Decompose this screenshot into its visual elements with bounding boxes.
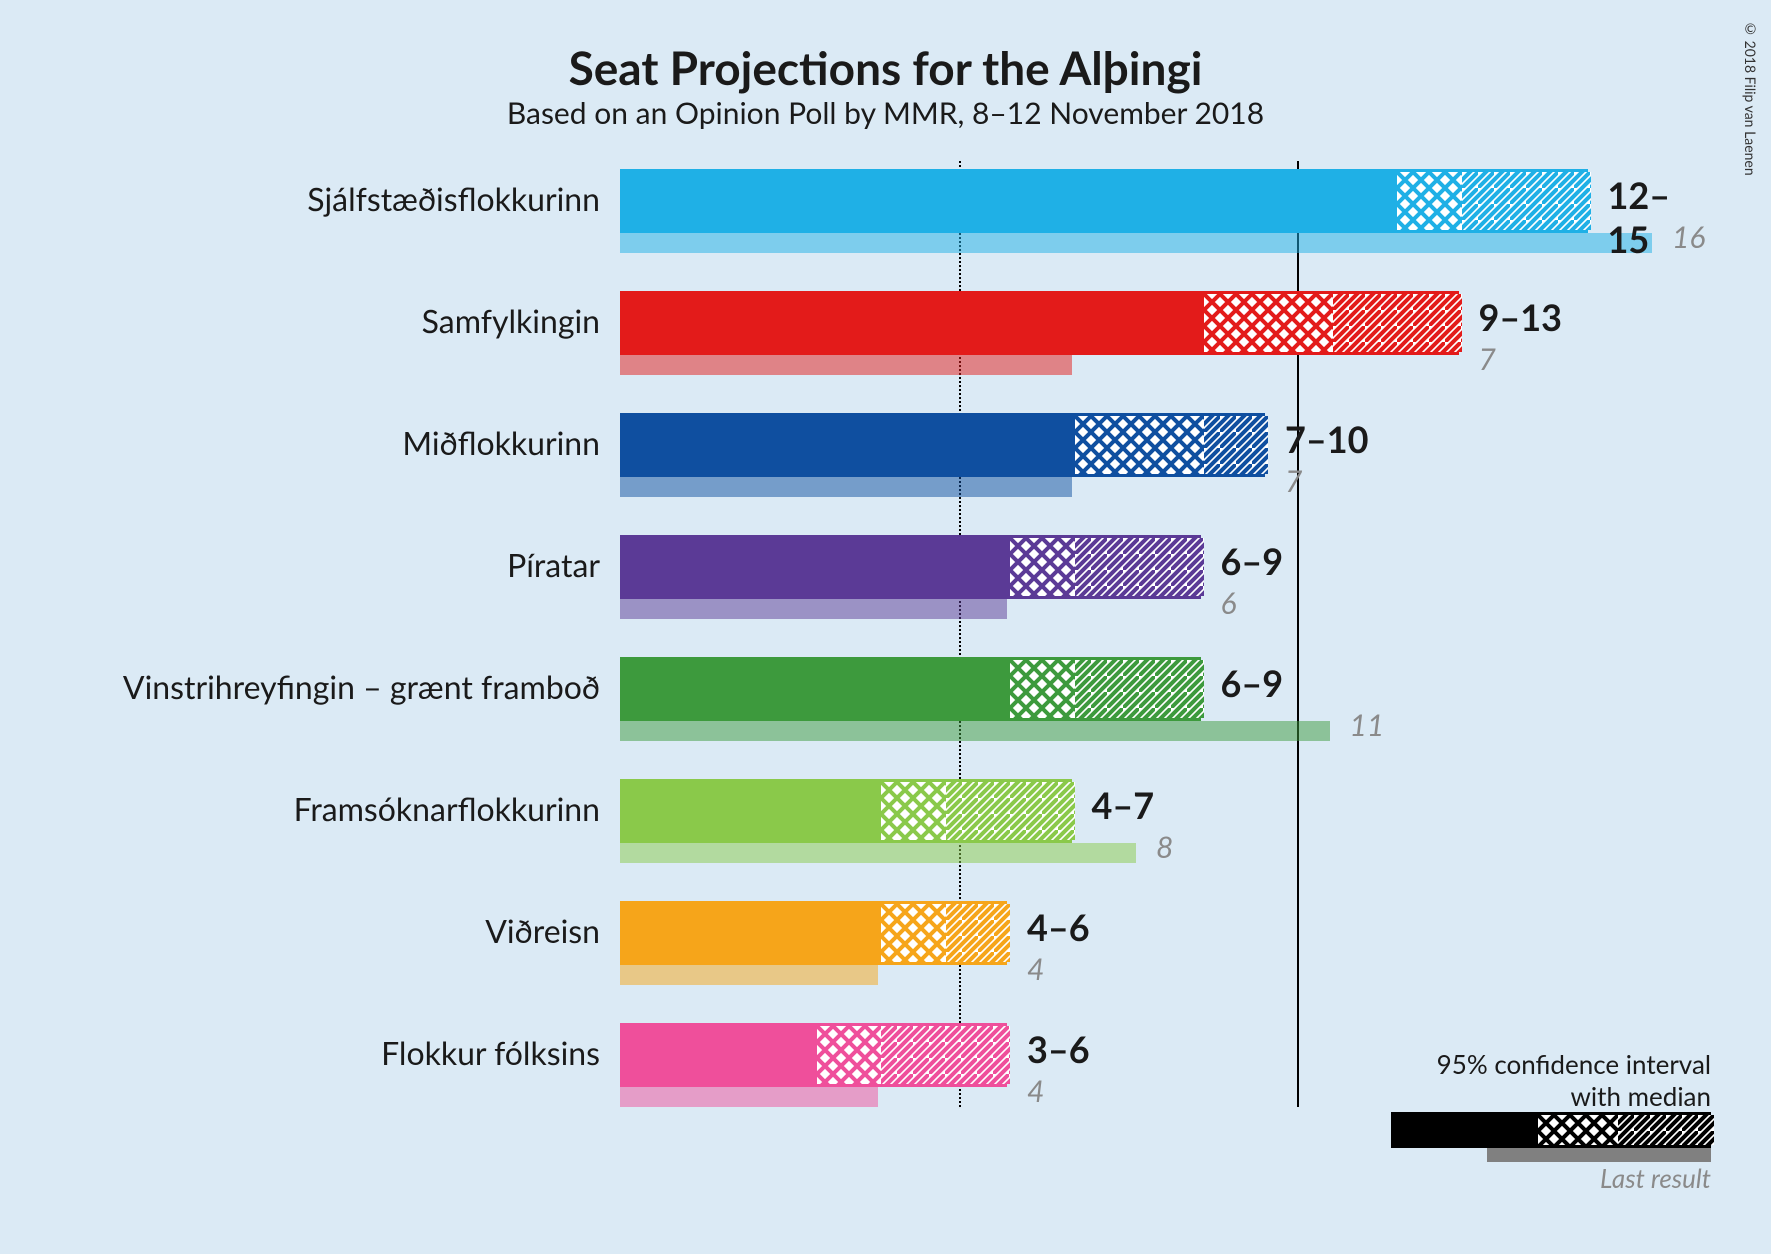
- party-row: Framsóknarflokkurinn 4–78: [60, 771, 1711, 893]
- bar-diagonal: [1204, 416, 1269, 474]
- bar-diagonal: [1333, 294, 1462, 352]
- projection-bar: [620, 779, 1072, 843]
- chart-title: Seat Projections for the Alþingi: [60, 40, 1711, 95]
- last-result-label: 4: [1027, 951, 1044, 987]
- credit-text: © 2018 Filip van Laenen: [1742, 20, 1759, 176]
- party-row: Miðflokkurinn 7–107: [60, 405, 1711, 527]
- projection-bar: [620, 291, 1459, 355]
- bar-crosshatch: [1397, 172, 1462, 230]
- party-label: Viðreisn: [60, 911, 600, 950]
- projection-bar: [620, 657, 1201, 721]
- last-result-bar: [620, 965, 878, 985]
- party-row: Viðreisn 4–64: [60, 893, 1711, 1015]
- party-row: Sjálfstæðisflokkurinn12–1516: [60, 161, 1711, 283]
- party-label: Píratar: [60, 545, 600, 584]
- legend-last-label: Last result: [1391, 1162, 1711, 1194]
- party-label: Sjálfstæðisflokkurinn: [60, 179, 600, 218]
- party-label: Samfylkingin: [60, 301, 600, 340]
- bar-solid: [623, 538, 1010, 596]
- party-row: Píratar 6–96: [60, 527, 1711, 649]
- bar-solid: [623, 416, 1075, 474]
- legend-title-2: with median: [1391, 1080, 1711, 1112]
- party-row: Vinstrihreyfingin – grænt framboð 6–9 11: [60, 649, 1711, 771]
- bar-crosshatch: [817, 1026, 882, 1084]
- bar-solid: [623, 294, 1204, 352]
- bar-crosshatch: [881, 904, 946, 962]
- range-label: 6–9: [1221, 661, 1284, 705]
- range-label: 9–13: [1479, 295, 1563, 339]
- bar-diagonal: [881, 1026, 1010, 1084]
- bar-solid: [623, 782, 881, 840]
- party-label: Flokkur fólksins: [60, 1033, 600, 1072]
- bar-diagonal: [1075, 538, 1204, 596]
- last-result-label: 11: [1350, 707, 1385, 743]
- last-result-label: 7: [1479, 341, 1496, 377]
- range-label: 7–10: [1285, 417, 1369, 461]
- bar-crosshatch: [1075, 416, 1204, 474]
- bar-crosshatch: [1010, 660, 1075, 718]
- last-result-bar: [620, 355, 1072, 375]
- range-label: 3–6: [1027, 1027, 1090, 1071]
- bar-crosshatch: [1010, 538, 1075, 596]
- party-label: Vinstrihreyfingin – grænt framboð: [60, 667, 600, 706]
- last-result-bar: [620, 1087, 878, 1107]
- bar-diagonal: [1075, 660, 1204, 718]
- seat-projection-chart: © 2018 Filip van Laenen Seat Projections…: [0, 0, 1771, 1254]
- last-result-bar: [620, 477, 1072, 497]
- last-result-label: 6: [1221, 585, 1237, 621]
- range-label: 4–7: [1092, 783, 1155, 827]
- last-result-label: 4: [1027, 1073, 1044, 1109]
- last-result-bar: [620, 599, 1007, 619]
- bar-crosshatch: [1204, 294, 1333, 352]
- legend-title-1: 95% confidence interval: [1391, 1048, 1711, 1080]
- party-label: Framsóknarflokkurinn: [60, 789, 600, 828]
- party-label: Miðflokkurinn: [60, 423, 600, 462]
- legend: 95% confidence intervalwith median Last r…: [1391, 1048, 1711, 1194]
- chart-subtitle: Based on an Opinion Poll by MMR, 8–12 No…: [60, 95, 1711, 131]
- last-result-label: 7: [1285, 463, 1302, 499]
- range-label: 4–6: [1027, 905, 1090, 949]
- last-result-label: 16: [1672, 219, 1705, 255]
- bar-crosshatch: [881, 782, 946, 840]
- bar-solid: [623, 1026, 817, 1084]
- bar-diagonal: [946, 904, 1011, 962]
- legend-bar: [1391, 1112, 1711, 1148]
- last-result-label: 8: [1156, 829, 1173, 865]
- range-label: 6–9: [1221, 539, 1284, 583]
- projection-bar: [620, 169, 1588, 233]
- bar-solid: [623, 660, 1010, 718]
- last-result-bar: [620, 843, 1136, 863]
- projection-bar: [620, 901, 1007, 965]
- projection-bar: [620, 535, 1201, 599]
- party-row: Samfylkingin 9–137: [60, 283, 1711, 405]
- last-result-bar: [620, 233, 1652, 253]
- plot-area: Sjálfstæðisflokkurinn12–1516Samfylkingin…: [60, 161, 1711, 1137]
- bar-diagonal: [1462, 172, 1591, 230]
- legend-last-bar: [1487, 1148, 1711, 1162]
- projection-bar: [620, 1023, 1007, 1087]
- bar-diagonal: [946, 782, 1075, 840]
- bar-solid: [623, 904, 881, 962]
- last-result-bar: [620, 721, 1330, 741]
- projection-bar: [620, 413, 1265, 477]
- bar-solid: [623, 172, 1397, 230]
